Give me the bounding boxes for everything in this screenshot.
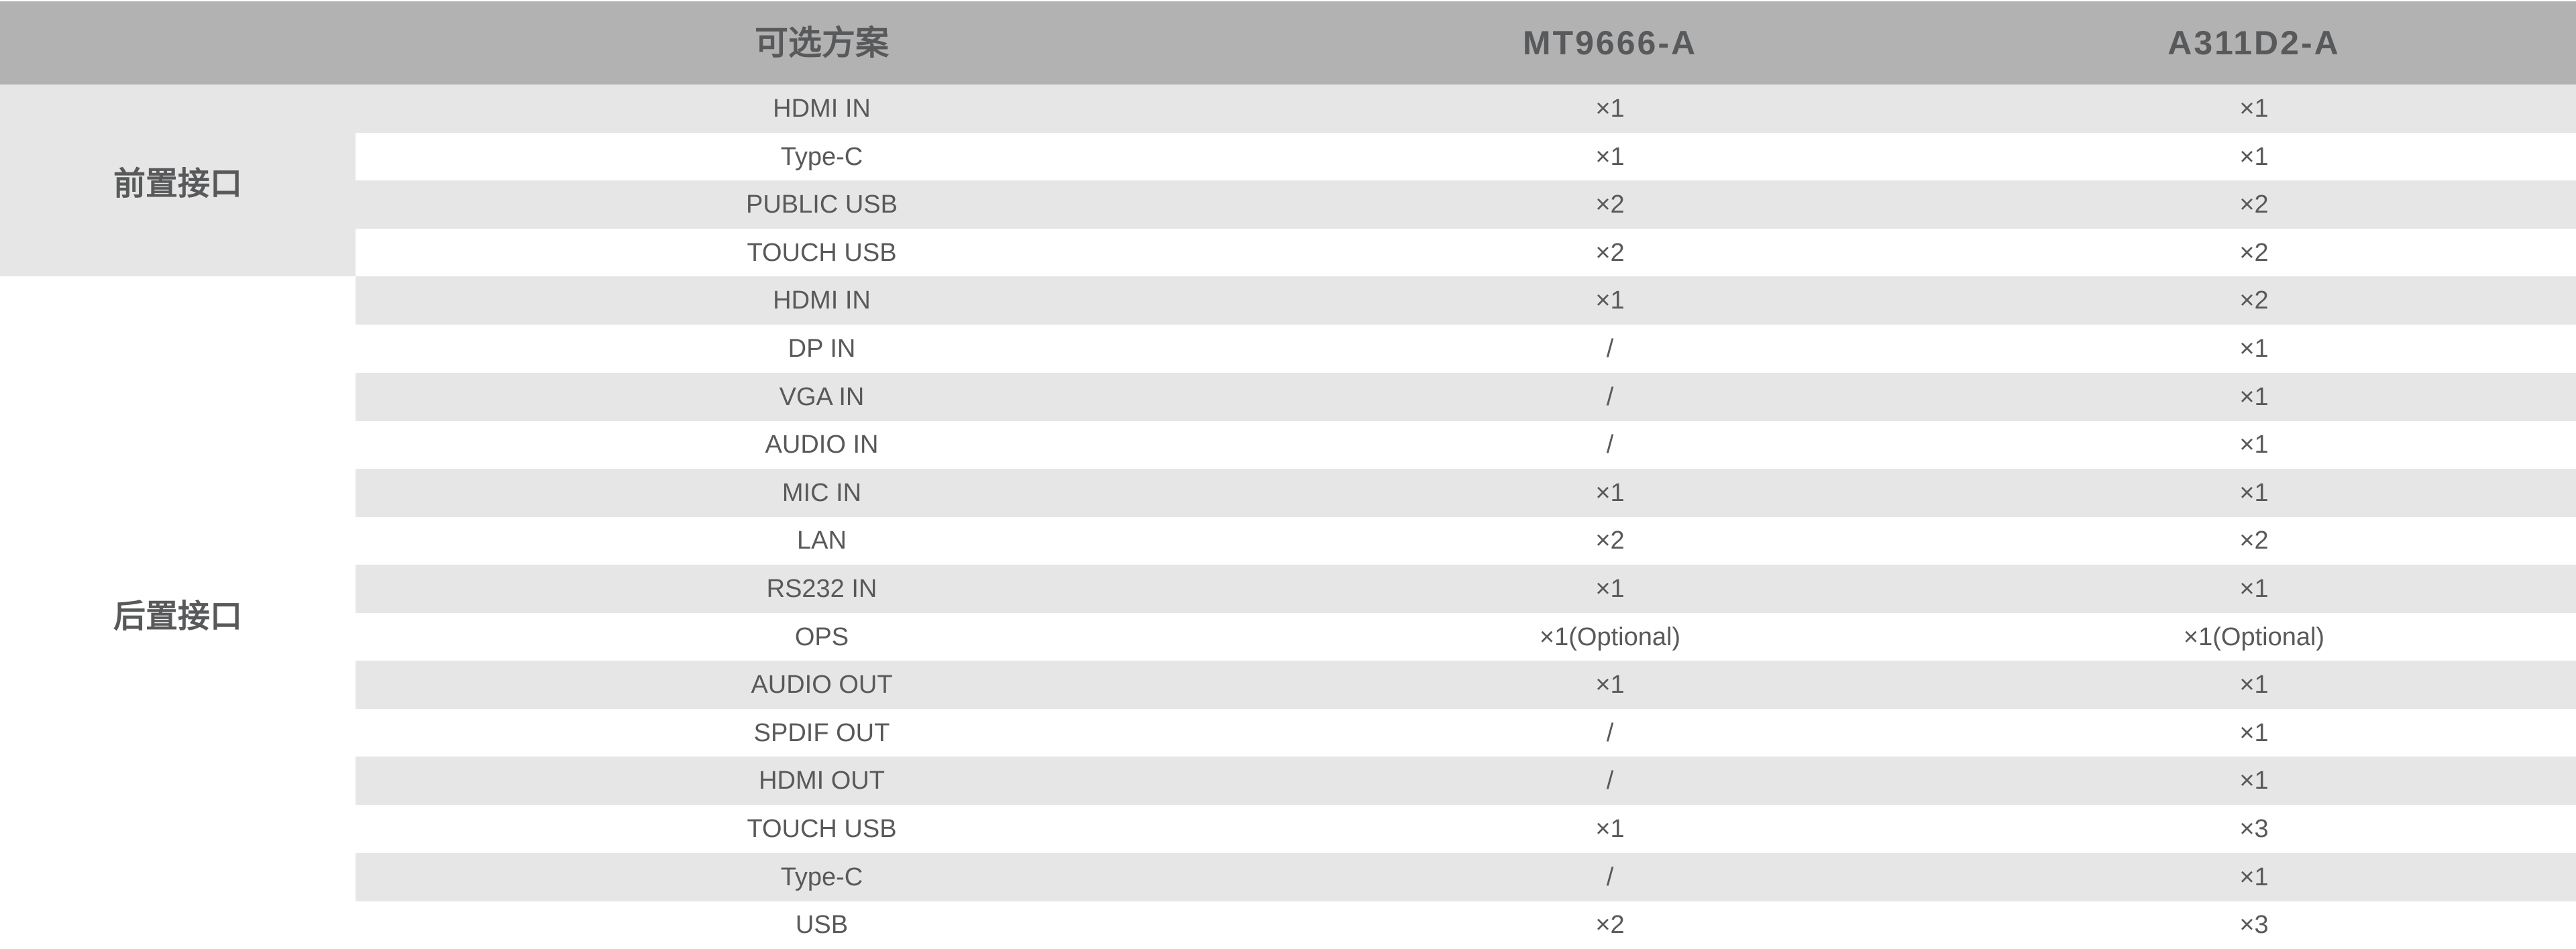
table-row: HDMI IN ×1 ×2 xyxy=(356,276,2576,325)
port-name: USB xyxy=(795,911,849,940)
table-row: DP IN / ×1 xyxy=(356,325,2576,373)
model-1-value: ×1(Optional) xyxy=(1539,622,1681,651)
model-1-value: ×1 xyxy=(1595,95,1625,123)
port-name: HDMI IN xyxy=(773,95,871,123)
port-name: RS232 IN xyxy=(766,575,877,603)
model-2-value: ×1 xyxy=(2239,142,2269,171)
model-1-value: ×2 xyxy=(1595,911,1625,940)
model-1-value: ×1 xyxy=(1595,478,1625,507)
table-row: USB ×2 ×3 xyxy=(356,901,2576,949)
port-name: AUDIO IN xyxy=(765,431,879,459)
model-1-value: ×2 xyxy=(1595,526,1625,555)
table-row: AUDIO IN / ×1 xyxy=(356,421,2576,469)
model-2-value: ×2 xyxy=(2239,526,2269,555)
table-row: PUBLIC USB ×2 ×2 xyxy=(356,180,2576,229)
model-2-value: ×1 xyxy=(2239,478,2269,507)
port-name: HDMI OUT xyxy=(759,767,885,795)
port-name: AUDIO OUT xyxy=(751,671,893,700)
model-2-value: ×3 xyxy=(2239,815,2269,843)
model-1-value: ×1 xyxy=(1595,671,1625,700)
table-row: AUDIO OUT ×1 ×1 xyxy=(356,661,2576,710)
model-1-value: / xyxy=(1606,382,1614,411)
model-1-value: ×1 xyxy=(1595,815,1625,843)
table-row: OPS ×1(Optional) ×1(Optional) xyxy=(356,613,2576,661)
table-row: RS232 IN ×1 ×1 xyxy=(356,565,2576,613)
model-1-value: ×1 xyxy=(1595,286,1625,315)
model-1-value: / xyxy=(1606,335,1614,363)
table-row: Type-C / ×1 xyxy=(356,852,2576,901)
port-name: DP IN xyxy=(788,335,856,363)
model-2-value: ×1 xyxy=(2239,671,2269,700)
port-name: SPDIF OUT xyxy=(753,718,890,747)
model-2-value: ×2 xyxy=(2239,238,2269,267)
table-row: TOUCH USB ×1 ×3 xyxy=(356,805,2576,853)
model-2-value: ×1(Optional) xyxy=(2183,622,2325,651)
table-row: TOUCH USB ×2 ×2 xyxy=(356,229,2576,277)
header-option: 可选方案 xyxy=(755,23,889,62)
port-name: LAN xyxy=(797,526,847,555)
table-row: VGA IN / ×1 xyxy=(356,372,2576,421)
model-2-value: ×1 xyxy=(2239,767,2269,795)
table-row: Type-C ×1 ×1 xyxy=(356,133,2576,181)
table-row: MIC IN ×1 ×1 xyxy=(356,468,2576,517)
model-1-value: / xyxy=(1606,862,1614,891)
model-2-value: ×1 xyxy=(2239,335,2269,363)
model-2-value: ×1 xyxy=(2239,431,2269,459)
model-2-value: ×3 xyxy=(2239,911,2269,940)
port-name: OPS xyxy=(794,622,849,651)
table-row: HDMI OUT / ×1 xyxy=(356,757,2576,805)
model-1-value: / xyxy=(1606,431,1614,459)
port-name: Type-C xyxy=(780,862,863,891)
table-header: 可选方案 MT9666-A A311D2-A xyxy=(0,1,2576,85)
table-row: SPDIF OUT / ×1 xyxy=(356,709,2576,757)
model-2-value: ×1 xyxy=(2239,382,2269,411)
port-name: VGA IN xyxy=(779,382,865,411)
model-2-value: ×1 xyxy=(2239,718,2269,747)
model-1-value: / xyxy=(1606,767,1614,795)
model-1-value: ×1 xyxy=(1595,575,1625,603)
header-model-1: MT9666-A xyxy=(1522,24,1698,62)
port-name: TOUCH USB xyxy=(747,238,897,267)
model-1-value: / xyxy=(1606,718,1614,747)
model-1-value: ×1 xyxy=(1595,142,1625,171)
model-2-value: ×2 xyxy=(2239,190,2269,219)
port-name: MIC IN xyxy=(782,478,862,507)
model-2-value: ×2 xyxy=(2239,286,2269,315)
table-row: HDMI IN ×1 ×1 xyxy=(356,85,2576,133)
header-model-2: A311D2-A xyxy=(2167,24,2341,62)
model-2-value: ×1 xyxy=(2239,862,2269,891)
port-name: Type-C xyxy=(780,142,863,171)
group-label: 前置接口 xyxy=(0,85,356,277)
model-2-value: ×1 xyxy=(2239,95,2269,123)
port-name: TOUCH USB xyxy=(747,815,897,843)
table-row: LAN ×2 ×2 xyxy=(356,516,2576,565)
model-2-value: ×1 xyxy=(2239,575,2269,603)
port-name: PUBLIC USB xyxy=(746,190,898,219)
port-name: HDMI IN xyxy=(773,286,871,315)
model-1-value: ×2 xyxy=(1595,238,1625,267)
model-1-value: ×2 xyxy=(1595,190,1625,219)
group-label: 后置接口 xyxy=(113,597,242,635)
